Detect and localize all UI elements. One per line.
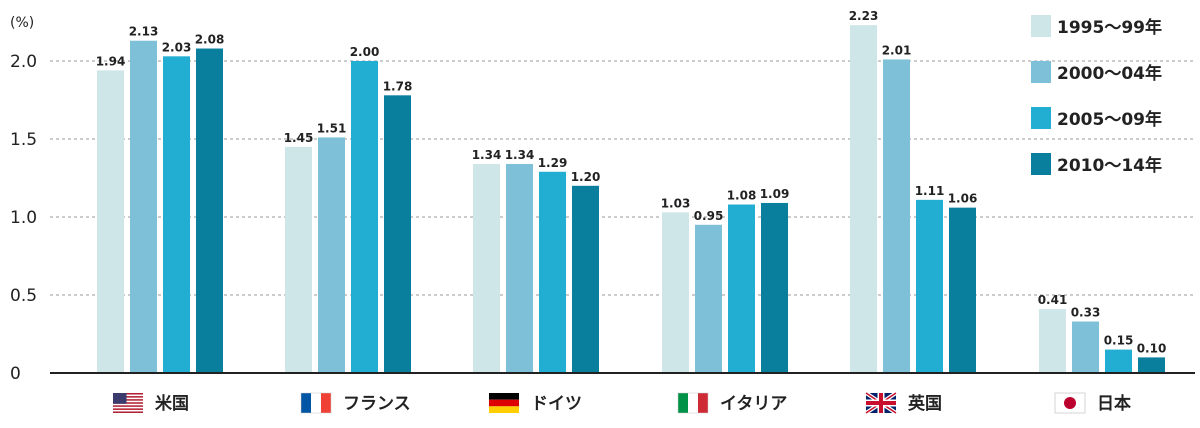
category-label-group: フランス — [300, 392, 411, 414]
category-label: 英国 — [908, 393, 942, 414]
data-label: 2.03 — [162, 40, 192, 54]
bar — [163, 56, 190, 373]
data-label: 1.11 — [915, 184, 945, 198]
legend-label: 2000～04年 — [1057, 63, 1162, 84]
bar — [130, 40, 157, 373]
data-label: 0.41 — [1038, 293, 1068, 307]
bar — [850, 25, 877, 374]
data-label: 1.78 — [383, 79, 413, 93]
data-label: 0.95 — [694, 209, 724, 223]
bar — [1138, 357, 1165, 373]
legend-label: 2005～09年 — [1057, 109, 1162, 130]
data-label: 1.20 — [571, 170, 601, 184]
data-label: 1.06 — [948, 192, 978, 206]
category-label-group: 米国 — [113, 393, 189, 414]
category-label: 日本 — [1097, 393, 1131, 414]
legend-item: 2000～04年 — [1031, 61, 1162, 84]
bar — [1072, 321, 1099, 373]
bar — [351, 61, 378, 373]
data-label: 0.33 — [1071, 306, 1101, 320]
bar — [728, 204, 755, 373]
bar — [695, 224, 722, 373]
uk-flag-icon — [864, 391, 898, 415]
legend-swatch — [1031, 61, 1051, 83]
legend-swatch — [1031, 15, 1051, 37]
category-label: イタリア — [720, 394, 787, 414]
bar — [539, 171, 566, 373]
data-label: 1.94 — [96, 54, 126, 68]
y-tick-label: 0.5 — [10, 286, 37, 306]
bar — [285, 146, 312, 373]
bar — [1105, 349, 1132, 373]
germany-flag-icon — [489, 393, 519, 413]
data-label: 1.34 — [472, 148, 502, 162]
category-label-group: ドイツ — [489, 393, 582, 414]
legend-item: 1995～99年 — [1031, 15, 1162, 38]
data-label: 2.00 — [350, 45, 380, 59]
bar — [949, 207, 976, 373]
bar — [916, 199, 943, 373]
bar — [506, 163, 533, 373]
data-label: 2.08 — [195, 33, 225, 47]
category-label-group: 英国 — [864, 391, 942, 415]
y-tick-label: 1.0 — [10, 208, 37, 228]
bar — [318, 137, 345, 373]
data-label: 1.09 — [760, 187, 790, 201]
data-label: 0.10 — [1137, 341, 1167, 355]
france-flag-icon — [300, 392, 332, 414]
y-axis-unit-label: (%) — [10, 15, 34, 31]
data-label: 1.03 — [661, 196, 691, 210]
bar — [97, 70, 124, 374]
category-label-group: 日本 — [1054, 392, 1131, 414]
japan-flag-icon — [1054, 392, 1086, 414]
legend-swatch — [1031, 107, 1051, 129]
legend-item: 2005～09年 — [1031, 107, 1162, 130]
legend-label: 1995～99年 — [1057, 17, 1162, 38]
category-label: ドイツ — [531, 394, 582, 414]
bar — [1039, 309, 1066, 373]
bar — [662, 212, 689, 373]
data-label: 1.34 — [505, 148, 535, 162]
legend-swatch — [1031, 153, 1051, 175]
category-label: 米国 — [155, 393, 189, 414]
bar — [384, 95, 411, 373]
us-flag-icon — [113, 393, 143, 413]
legend-item: 2010～14年 — [1031, 153, 1162, 176]
bar — [196, 48, 223, 374]
data-label: 1.51 — [317, 121, 347, 135]
data-label: 1.29 — [538, 156, 568, 170]
data-label: 2.01 — [882, 43, 912, 57]
legend-label: 2010～14年 — [1057, 155, 1162, 176]
bar — [761, 202, 788, 373]
y-tick-label: 2.0 — [10, 52, 37, 72]
bar — [883, 59, 910, 373]
data-label: 2.13 — [129, 25, 159, 39]
y-tick-label: 0 — [10, 364, 21, 384]
category-label: フランス — [343, 394, 411, 414]
italy-flag-icon — [677, 392, 709, 414]
category-label-group: イタリア — [677, 392, 787, 414]
bar — [473, 163, 500, 373]
data-label: 1.08 — [727, 189, 757, 203]
data-label: 2.23 — [849, 9, 879, 23]
data-label: 0.15 — [1104, 334, 1134, 348]
y-tick-label: 1.5 — [10, 130, 37, 150]
data-label: 1.45 — [284, 131, 314, 145]
bar — [572, 185, 599, 373]
